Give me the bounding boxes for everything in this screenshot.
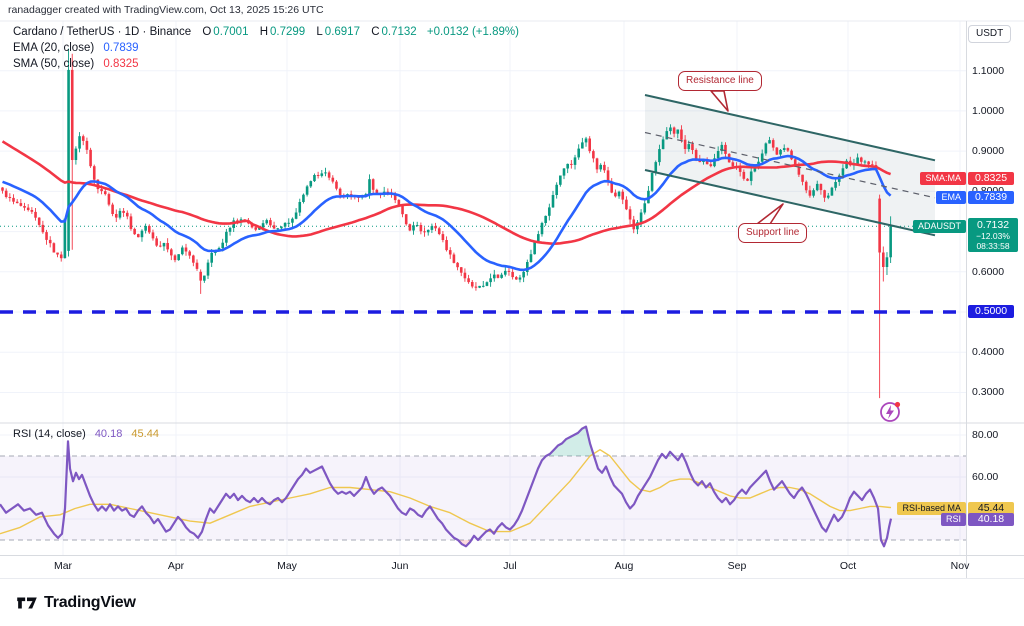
x-tick-Oct: Oct [839,560,857,572]
ema-axis-value: 0.7839 [968,191,1014,205]
x-tick-Apr: Apr [167,560,185,572]
last-price-axis-label: 0.7132 −12.03% 08:33:58 [968,218,1018,253]
change-value: +0.0132 (+1.89%) [426,26,519,38]
ema-axis-tag: EMA [936,191,966,205]
price-tick-0.6000: 0.6000 [972,265,1005,278]
ema-legend-label: EMA (20, close) [13,42,95,54]
rsi-legend-label: RSI (14, close) [13,428,86,440]
x-tick-Mar: Mar [53,560,73,572]
ema-legend-value: 0.7839 [103,42,139,54]
sma-legend-label: SMA (50, close) [13,58,95,70]
x-tick-Sep: Sep [727,560,747,572]
attribution-text: ranadagger created with TradingView.com,… [8,4,324,16]
symbol-axis-tag: ADAUSDT [912,219,966,233]
tradingview-logo-text: TradingView [44,594,136,611]
x-tick-Jul: Jul [503,560,517,572]
close-label: C [371,26,380,38]
rsi-tick-80.00: 80.00 [972,429,999,441]
rsi-ma-axis-tag: RSI-based MA [897,501,966,515]
high-label: H [259,26,268,38]
sma-axis-value: 0.8325 [968,171,1014,185]
high-value: 0.7299 [270,26,306,38]
x-tick-May: May [277,560,297,572]
rsi-ma-axis-value: 45.44 [968,501,1014,515]
rsi-tick-60.00: 60.00 [972,471,999,483]
ema-legend-row[interactable]: EMA (20, close) 0.7839 [13,42,141,54]
sma-legend-value: 0.8325 [103,58,139,70]
price-level-axis-label: 0.5000 [968,305,1014,319]
rsi-legend-row[interactable]: RSI (14, close) 40.18 45.44 [13,428,161,440]
bar-countdown: 08:33:58 [976,241,1010,252]
currency-toggle-button[interactable]: USDT [968,25,1012,43]
last-price-change: −12.03% [976,231,1010,242]
low-label: L [316,26,323,38]
last-price-value: 0.7132 [976,219,1010,232]
sma-legend-row[interactable]: SMA (50, close) 0.8325 [13,58,141,70]
price-tick-1.1000: 1.1000 [972,64,1005,77]
symbol-legend-row[interactable]: Cardano / TetherUS · 1D · Binance O 0.700… [13,26,521,38]
resistance-line-annotation[interactable]: Resistance line [678,71,762,91]
x-tick-Jun: Jun [391,560,409,572]
symbol-title: Cardano / TetherUS · 1D · Binance [13,26,192,38]
rsi-legend-value: 40.18 [94,428,123,440]
support-line-annotation[interactable]: Support line [738,223,808,243]
close-value: 0.7132 [381,26,417,38]
low-value: 0.6917 [324,26,360,38]
rsi-ma-legend-value: 45.44 [131,428,159,440]
open-label: O [202,26,212,38]
price-tick-0.4000: 0.4000 [972,346,1005,359]
tradingview-logo-icon [17,597,37,609]
open-value: 0.7001 [213,26,249,38]
sma-axis-tag: SMA:MA [920,171,966,185]
x-tick-Nov: Nov [950,560,970,572]
tradingview-logo[interactable]: TradingView [16,594,136,612]
price-tick-0.9000: 0.9000 [972,145,1005,158]
rsi-axis-tag: RSI [940,512,966,526]
x-tick-Aug: Aug [614,560,634,572]
rsi-axis-value: 40.18 [968,512,1014,526]
price-tick-0.3000: 0.3000 [972,386,1005,399]
price-tick-1.0000: 1.0000 [972,104,1005,117]
